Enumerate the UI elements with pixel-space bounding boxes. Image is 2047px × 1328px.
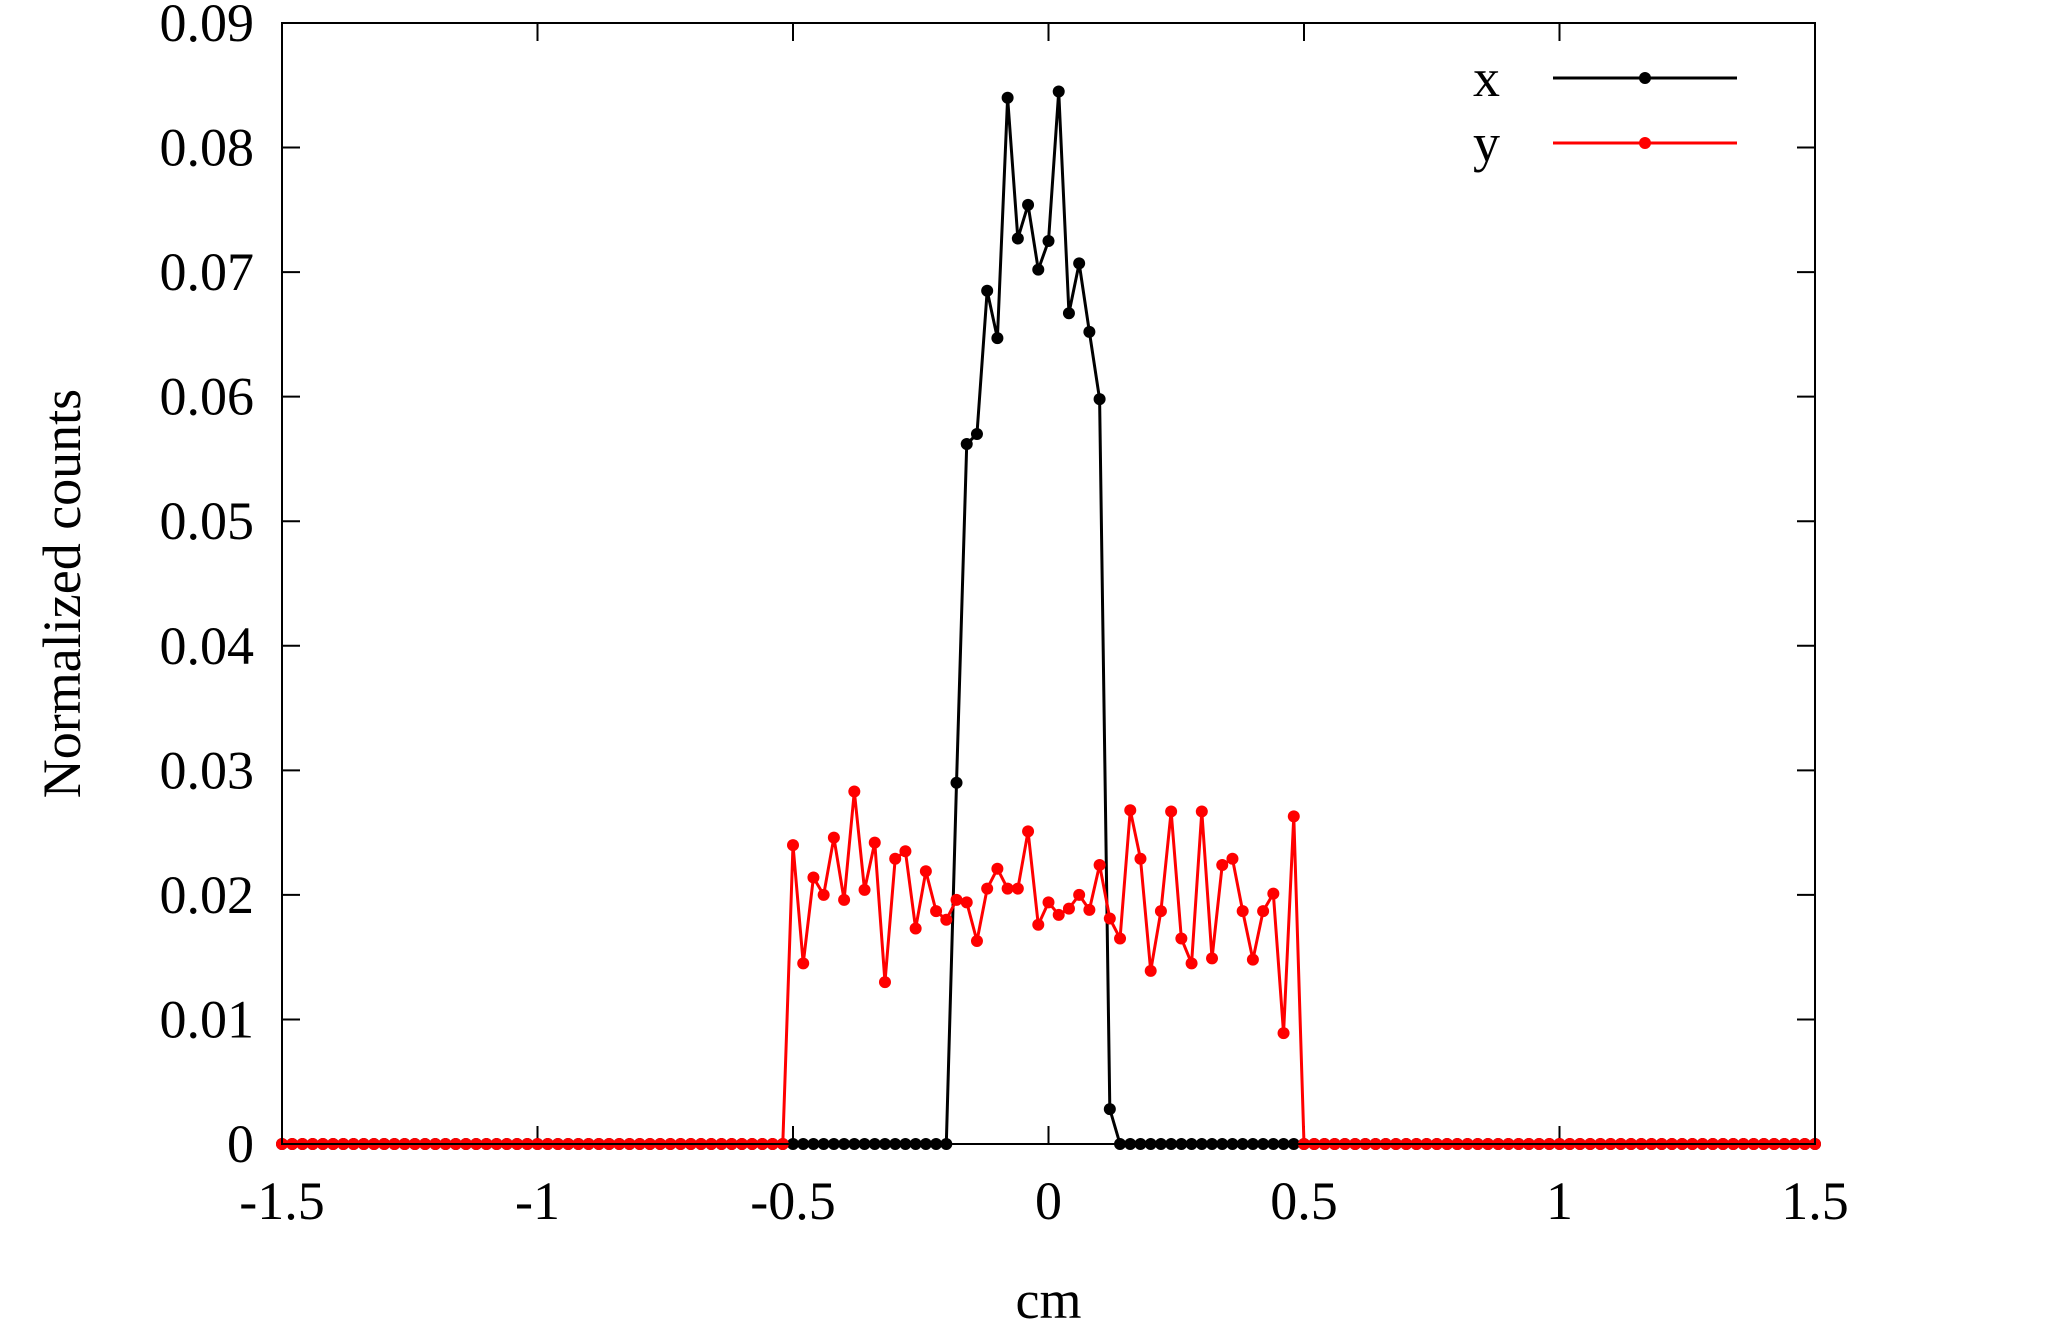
data-point-y — [899, 845, 912, 858]
x-tick-label: 0 — [1035, 1171, 1062, 1231]
legend: xy — [1473, 48, 1737, 173]
data-point-x — [1032, 263, 1045, 276]
data-point-x — [1022, 198, 1035, 211]
data-point-y — [1093, 859, 1106, 871]
data-point-y — [848, 785, 861, 798]
data-point-y — [1185, 957, 1198, 970]
x-tick-label: 1 — [1546, 1171, 1573, 1231]
x-tick-label: 1.5 — [1781, 1171, 1849, 1231]
data-point-y — [1124, 804, 1137, 817]
data-point-x — [1001, 91, 1014, 104]
data-point-x — [981, 284, 994, 297]
data-point-x — [1093, 393, 1106, 406]
data-point-x — [1103, 1103, 1116, 1116]
y-tick-label: 0.04 — [160, 616, 255, 676]
data-point-x — [950, 776, 963, 789]
data-point-x — [991, 332, 1004, 345]
data-point-y — [878, 976, 891, 989]
data-point-y — [960, 896, 973, 909]
data-point-y — [889, 852, 902, 865]
y-axis-title: Normalized counts — [32, 389, 92, 798]
data-point-y — [1052, 908, 1065, 921]
legend-label-y: y — [1473, 113, 1500, 173]
data-point-y — [827, 831, 840, 844]
data-point-y — [930, 905, 943, 918]
y-tick-label: 0.07 — [160, 242, 255, 302]
data-point-y — [1226, 852, 1239, 865]
data-point-y — [1257, 905, 1270, 918]
data-point-y — [1032, 918, 1045, 931]
data-point-y — [940, 913, 953, 926]
legend-marker-y — [1639, 137, 1651, 149]
data-point-y — [868, 836, 881, 849]
data-point-y — [858, 883, 871, 896]
data-point-x — [1073, 257, 1086, 270]
x-tick-labels: -1.5 -1 -0.5 0 0.5 1 1.5 — [239, 1171, 1848, 1231]
data-point-y — [1083, 903, 1096, 916]
x-tick-label: -1 — [515, 1171, 560, 1231]
data-point-y — [1073, 888, 1086, 901]
data-point-x — [960, 438, 973, 450]
data-point-x — [1062, 307, 1075, 320]
plot-frame — [281, 22, 1816, 1145]
data-point-y — [970, 934, 983, 947]
y-tick-labels: 0 0.01 0.02 0.03 0.04 0.05 0.06 0.07 0.08 0.09 — [160, 0, 255, 1174]
data-point-y — [1103, 912, 1116, 925]
legend-label-x: x — [1473, 48, 1500, 108]
data-point-y — [1236, 905, 1249, 918]
data-point-y — [1175, 932, 1188, 945]
y-tick-label: 0.01 — [160, 989, 255, 1049]
data-point-y — [1165, 805, 1178, 818]
data-point-x — [1042, 234, 1055, 247]
data-point-x — [1011, 232, 1024, 245]
y-tick-label: 0.03 — [160, 740, 255, 800]
data-point-y — [1246, 953, 1259, 966]
y-tick-label: 0.09 — [160, 0, 255, 53]
data-point-y — [817, 888, 830, 901]
x-tick-label: 0.5 — [1270, 1171, 1338, 1231]
x-tick-label: -1.5 — [239, 1171, 324, 1231]
data-point-y — [1134, 852, 1147, 865]
y-tick-label: 0.06 — [160, 367, 255, 427]
data-point-y — [797, 957, 810, 970]
data-point-y — [1011, 882, 1024, 895]
data-point-y — [909, 922, 922, 935]
y-tick-label: 0.02 — [160, 865, 255, 925]
data-point-x — [1052, 85, 1065, 98]
data-point-y — [838, 893, 851, 906]
data-point-y — [1277, 1027, 1290, 1040]
data-point-x — [1083, 325, 1096, 338]
data-point-x — [970, 428, 983, 441]
x-axis-title: cm — [1016, 1270, 1082, 1328]
data-point-y — [1154, 905, 1167, 918]
data-point-y — [991, 862, 1004, 875]
data-point-y — [1114, 932, 1127, 945]
data-point-y — [919, 865, 932, 878]
data-point-y — [1022, 825, 1035, 838]
data-point-y — [807, 871, 820, 884]
x-tick-label: -0.5 — [750, 1171, 835, 1231]
data-point-y — [1001, 882, 1014, 895]
data-point-y — [1042, 896, 1055, 909]
data-point-y — [1195, 805, 1208, 818]
legend-marker-x — [1639, 72, 1651, 84]
data-point-y — [950, 893, 963, 906]
data-point-y — [981, 882, 994, 895]
y-tick-label: 0.08 — [160, 118, 255, 178]
data-point-y — [1267, 887, 1280, 900]
y-tick-label: 0.05 — [160, 491, 255, 551]
data-point-y — [1287, 810, 1300, 823]
data-point-y — [787, 839, 799, 852]
data-point-y — [1062, 902, 1075, 915]
data-point-y — [1216, 859, 1229, 871]
data-point-y — [1144, 964, 1157, 977]
data-point-y — [1206, 952, 1219, 965]
y-tick-label: 0 — [227, 1114, 254, 1174]
